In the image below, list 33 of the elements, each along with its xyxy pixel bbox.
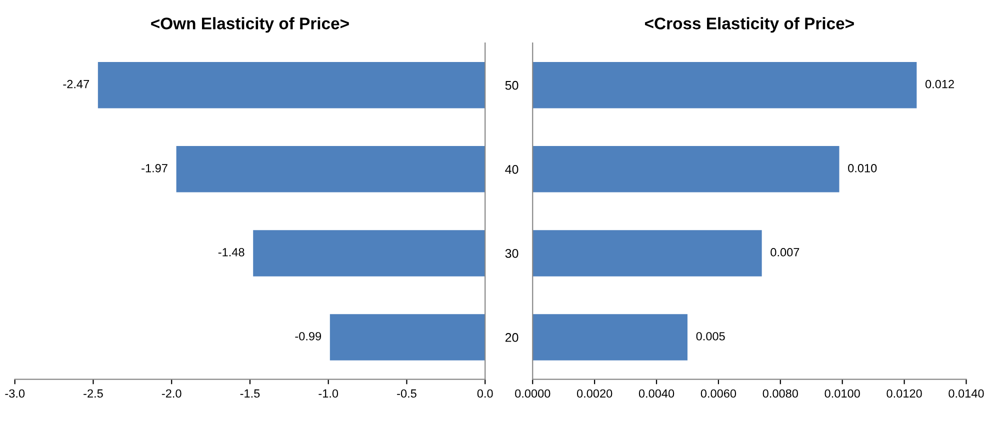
data-label: -2.47	[63, 80, 90, 88]
x-tick-label: 0.0000	[515, 389, 550, 398]
bar	[532, 230, 762, 276]
bar	[532, 146, 840, 192]
x-tick-label: -1.5	[240, 389, 260, 398]
x-tick-label: 0.0140	[948, 389, 984, 398]
bar	[532, 62, 917, 108]
x-tick-label: 0.0100	[824, 389, 860, 398]
bar	[532, 314, 688, 360]
data-label: 0.005	[696, 332, 725, 340]
data-label: -1.97	[142, 164, 168, 172]
x-tick-label: 0.0060	[700, 389, 736, 398]
x-tick-label: 0.0	[477, 389, 493, 398]
y-tick-label: 20	[505, 333, 518, 342]
x-tick-label: 0.0040	[638, 389, 674, 398]
data-label: -0.99	[295, 332, 322, 340]
data-label: 0.007	[770, 248, 800, 256]
x-tick-label: -0.5	[397, 389, 416, 398]
y-tick-label: 40	[505, 164, 518, 174]
data-label: 0.012	[925, 80, 954, 88]
x-tick-label: -3.0	[5, 389, 25, 398]
y-tick-label: 30	[505, 249, 518, 258]
y-tick-label: 50	[505, 80, 518, 90]
x-tick-label: 0.0020	[576, 389, 612, 398]
x-tick-label: -2.0	[162, 389, 182, 398]
data-label: 0.010	[848, 164, 877, 172]
data-label: -1.48	[218, 248, 244, 256]
x-tick-label: 0.0120	[886, 389, 922, 398]
x-tick-label: -2.5	[84, 389, 103, 398]
chart-title: <Own Elasticity of Price>	[151, 17, 349, 33]
x-tick-label: -1.0	[318, 389, 338, 398]
chart-title: <Cross Elasticity of Price>	[644, 17, 854, 33]
x-tick-label: 0.0080	[762, 389, 798, 398]
